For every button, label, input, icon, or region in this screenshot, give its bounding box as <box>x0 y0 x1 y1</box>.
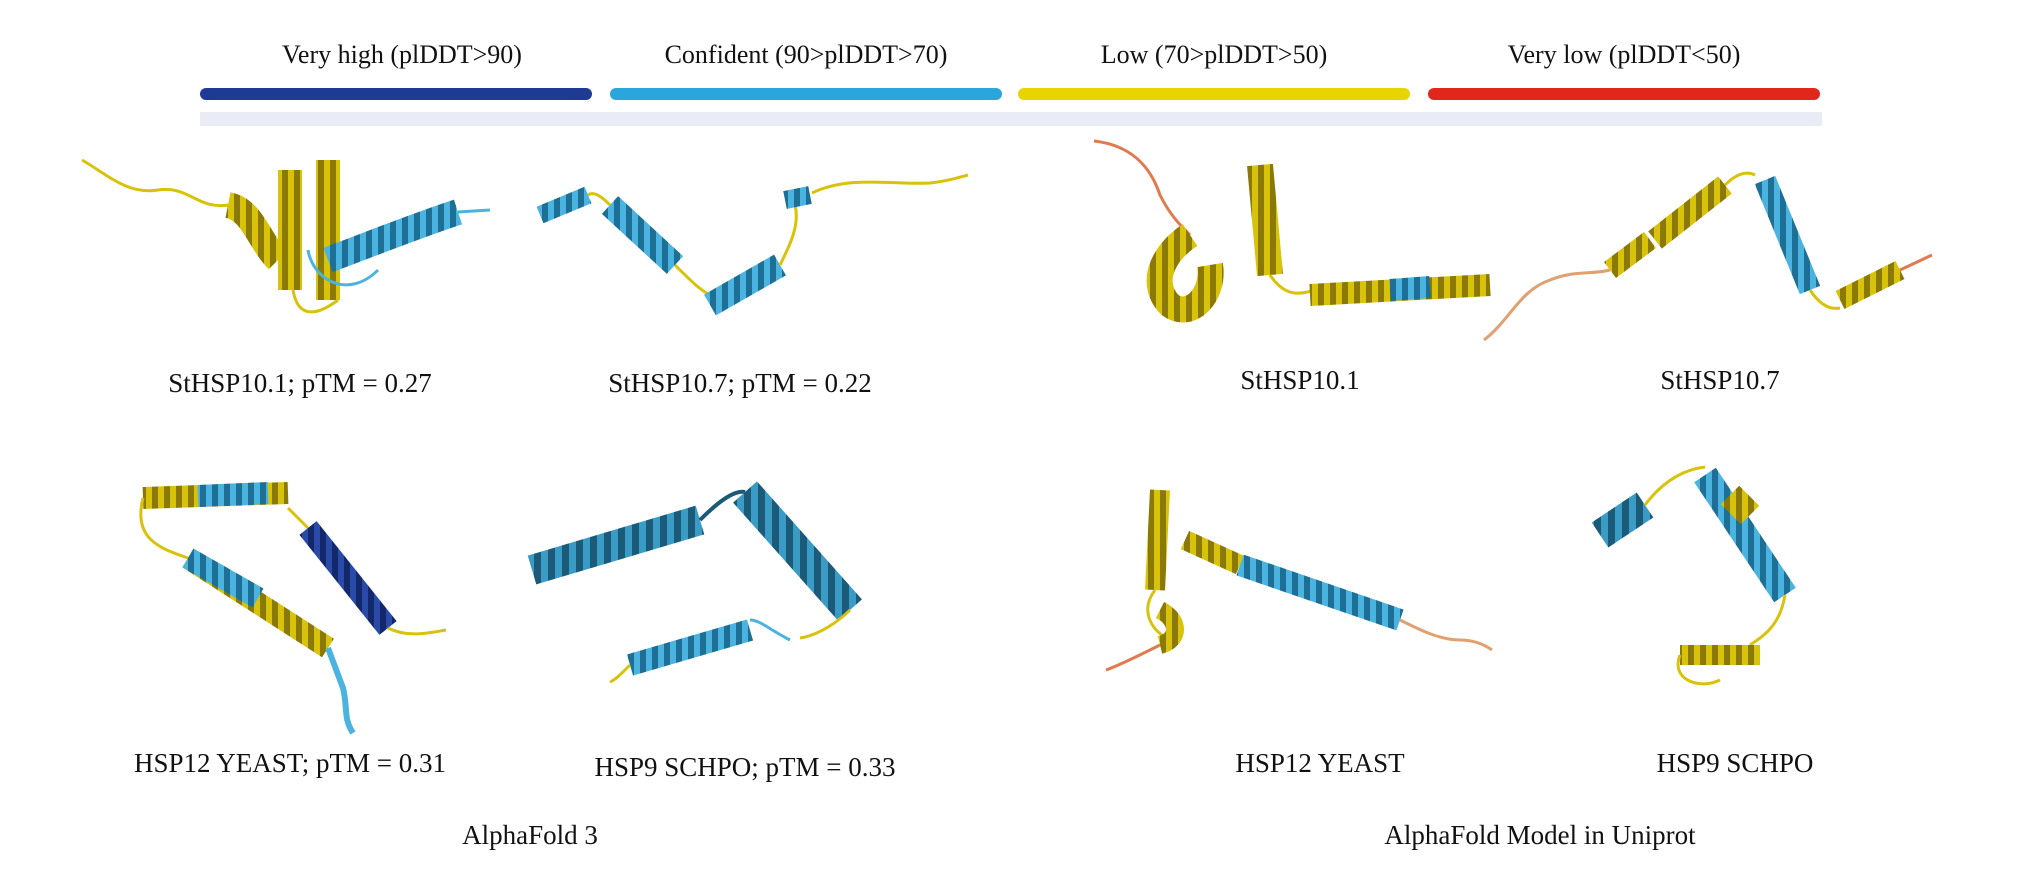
caption-af3-hsp9-schpo: HSP9 SCHPO; pTM = 0.33 <box>594 752 896 782</box>
caption-uniprot-hsp9-schpo: HSP9 SCHPO <box>1656 748 1814 778</box>
section-label-uniprot: AlphaFold Model in Uniprot <box>1384 820 1696 850</box>
legend-track <box>200 112 1822 126</box>
legend-bar-low <box>1018 88 1410 100</box>
legend-label-low: Low (70>plDDT>50) <box>1100 40 1328 69</box>
section-label-alphafold3: AlphaFold 3 <box>462 820 598 850</box>
legend-label-very-low: Very low (plDDT<50) <box>1507 40 1741 69</box>
structure-uniprot-hsp12-yeast <box>1105 489 1493 672</box>
structure-uniprot-sthsp10-7 <box>1483 171 1933 342</box>
caption-uniprot-hsp12-yeast: HSP12 YEAST <box>1235 748 1405 778</box>
legend-bar-confident <box>610 88 1002 100</box>
structure-uniprot-sthsp10-1 <box>1093 139 1491 323</box>
structure-af3-hsp9-schpo <box>527 481 862 684</box>
caption-uniprot-sthsp10-1: StHSP10.1 <box>1240 365 1360 395</box>
legend-label-very-high: Very high (plDDT>90) <box>282 40 522 69</box>
caption-af3-hsp12-yeast: HSP12 YEAST; pTM = 0.31 <box>133 748 447 778</box>
caption-af3-sthsp10-7: StHSP10.7; pTM = 0.22 <box>608 368 872 398</box>
legend-bar-very-high <box>200 88 592 100</box>
structure-af3-hsp12-yeast <box>139 482 447 735</box>
structure-uniprot-hsp9-schpo <box>1591 465 1796 686</box>
legend-label-confident: Confident (90>plDDT>70) <box>664 40 948 69</box>
caption-af3-sthsp10-1: StHSP10.1; pTM = 0.27 <box>168 368 432 398</box>
caption-uniprot-sthsp10-7: StHSP10.7 <box>1660 365 1780 395</box>
structure-af3-sthsp10-7 <box>536 173 969 316</box>
structure-af3-sthsp10-1 <box>81 158 491 314</box>
legend-bar-very-low <box>1428 88 1820 100</box>
